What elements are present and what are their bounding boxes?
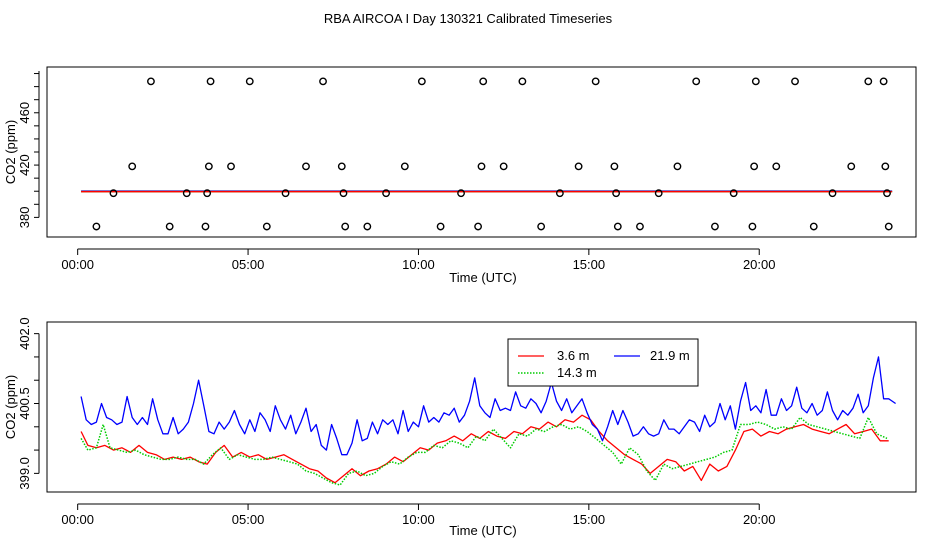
calibration-point [436,222,445,231]
calibration-point [281,189,290,198]
calibration-point [729,189,738,198]
calibration-point [555,189,564,198]
top-x-tick-label: 20:00 [743,257,776,272]
bot-x-tick-label: 05:00 [232,512,265,527]
calibration-point [245,77,254,86]
calibration-point [711,222,719,231]
calibration-point [206,77,215,86]
calibration-point [147,77,155,86]
calibration-point [262,222,271,231]
legend-label-3-6m: 3.6 m [557,348,590,363]
calibration-point [828,189,837,198]
calibration-point [201,222,210,231]
calibration-point [613,222,622,231]
calibration-point [879,77,888,86]
calibration-point [302,162,310,171]
bottom-series-line-14-3-m [80,416,888,486]
bottom-series-lines [80,356,896,486]
calibration-point [612,189,621,198]
calibration-point [748,222,757,231]
calibration-point [457,189,465,198]
legend-box [507,338,699,387]
calibration-point [610,162,619,171]
bot-y-tick-label: 399.0 [17,457,32,490]
top-panel: 00:00 05:00 10:00 15:00 20:00 380 420 460 Time… [3,66,917,285]
top-plot-frame [46,66,917,238]
top-series-lines [81,190,893,193]
calibration-point [182,189,191,198]
calibration-point [479,77,488,86]
calibration-point [341,222,350,231]
calibration-point [591,77,600,86]
calibration-point [809,222,818,231]
bot-x-tick-label: 00:00 [61,512,94,527]
calibration-point [400,162,409,171]
calibration-point [791,77,799,86]
chart-title: RBA AIRCOA I Day 130321 Calibrated Times… [324,11,613,26]
calibration-point [363,222,372,231]
top-x-axis: 00:00 05:00 10:00 15:00 20:00 [61,248,776,272]
bottom-plot-frame [46,321,917,493]
calibration-point [883,189,891,198]
bot-x-tick-label: 10:00 [402,512,435,527]
top-x-tick-label: 00:00 [61,257,94,272]
calibration-point [864,77,873,86]
calibration-point [128,162,137,171]
bottom-panel: 00:00 05:00 10:00 15:00 20:00 399.0 400.5 402.… [3,317,917,538]
bottom-x-axis-label: Time (UTC) [449,523,516,538]
calibration-point [537,222,546,231]
calibration-point [337,162,346,171]
calibration-point [751,77,760,86]
top-y-axis-label: CO2 (ppm) [3,120,18,184]
calibration-point [382,189,390,198]
calibration-point [109,189,118,198]
calibration-point [417,77,426,86]
calibration-point [884,222,893,231]
calibration-point [477,162,486,171]
calibration-point [574,162,583,171]
top-x-axis-label: Time (UTC) [449,270,516,285]
calibration-point [847,162,856,171]
bot-x-tick-label: 20:00 [743,512,776,527]
calibration-point [474,222,482,231]
top-y-tick-label: 420 [17,154,32,176]
calibration-point [92,222,101,231]
calibration-point [654,189,663,198]
bottom-series-line-21-9-m [80,356,896,456]
top-x-tick-label: 15:00 [573,257,606,272]
bot-y-tick-label: 402.0 [17,317,32,350]
calibration-point [203,189,212,198]
bot-x-tick-label: 15:00 [573,512,606,527]
top-x-tick-label: 10:00 [402,257,435,272]
top-y-tick-label: 460 [17,102,32,124]
calibration-point [499,162,508,171]
calibration-point [227,162,235,171]
bottom-y-axis: 399.0 400.5 402.0 [17,317,40,490]
top-y-axis: 380 420 460 [17,71,40,229]
bot-y-tick-label: 400.5 [17,387,32,420]
calibration-point [772,162,781,171]
calibration-point [673,162,682,171]
legend-label-14-3m: 14.3 m [557,365,597,380]
top-calibration-points [92,77,893,231]
calibration-point [881,162,890,171]
legend: 3.6 m 14.3 m 21.9 m [507,338,699,387]
top-x-tick-label: 05:00 [232,257,265,272]
calibration-point [319,77,327,86]
bottom-y-axis-label: CO2 (ppm) [3,375,18,439]
calibration-point [750,162,759,171]
calibration-point [518,77,527,86]
calibration-point [165,222,174,231]
calibration-point [204,162,213,171]
bottom-x-axis: 00:00 05:00 10:00 15:00 20:00 [61,503,776,527]
top-y-tick-label: 380 [17,207,32,229]
calibration-point [636,222,644,231]
calibration-point [692,77,701,86]
bottom-series-line-3-6-m [80,414,889,484]
legend-label-21-9m: 21.9 m [650,348,690,363]
calibration-point [339,189,348,198]
